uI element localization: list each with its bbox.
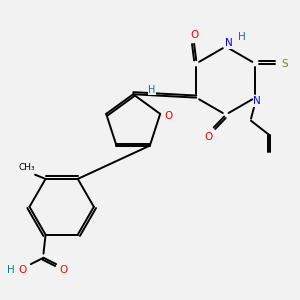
- Text: S: S: [281, 58, 288, 69]
- Text: O: O: [59, 266, 68, 275]
- Text: H: H: [7, 266, 15, 275]
- Text: N: N: [254, 96, 261, 106]
- Text: H: H: [148, 85, 156, 94]
- Text: O: O: [18, 266, 27, 275]
- Text: O: O: [190, 30, 198, 40]
- Text: N: N: [225, 38, 233, 48]
- Text: O: O: [204, 132, 212, 142]
- Text: CH₃: CH₃: [18, 163, 35, 172]
- Text: H: H: [238, 32, 246, 42]
- Text: O: O: [164, 111, 173, 121]
